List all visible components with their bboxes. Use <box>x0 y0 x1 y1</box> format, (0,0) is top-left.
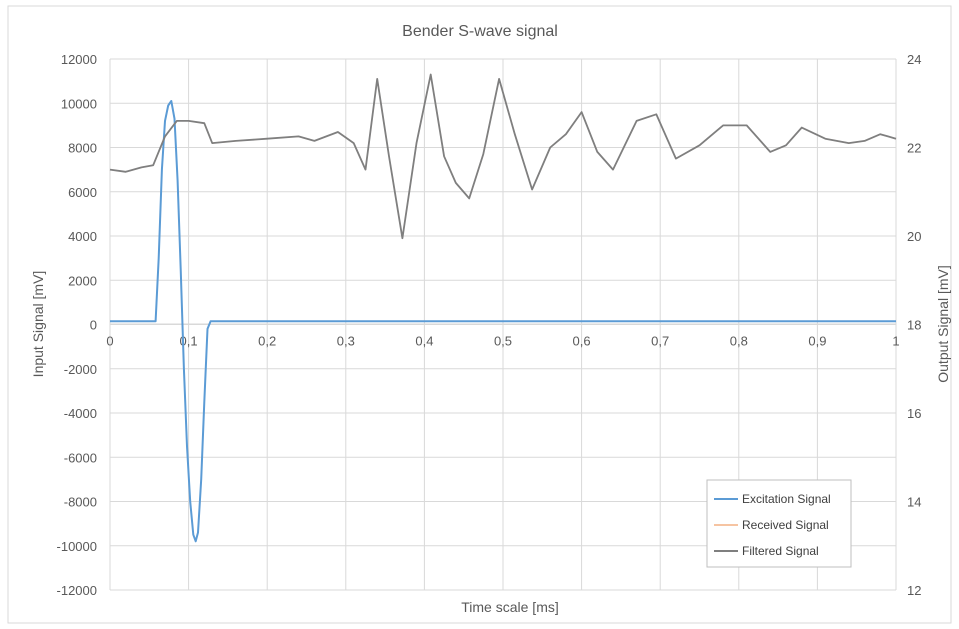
x-tick-label: 0 <box>106 334 113 349</box>
y-right-tick-label: 14 <box>907 495 921 510</box>
legend-label-filtered: Filtered Signal <box>742 544 819 558</box>
y-left-tick-label: -2000 <box>64 362 97 377</box>
y-right-tick-label: 16 <box>907 406 921 421</box>
y-left-tick-label: -12000 <box>57 583 97 598</box>
legend-label-received: Received Signal <box>742 518 829 532</box>
y-right-axis-title: Output Signal [mV] <box>935 265 951 383</box>
legend: Excitation Signal Received Signal Filter… <box>706 479 852 568</box>
y-left-tick-labels: 12000 10000 8000 6000 4000 2000 0 -2000 -4000 -60… <box>57 52 97 598</box>
y-left-tick-label: 8000 <box>68 141 97 156</box>
y-left-tick-label: 12000 <box>61 52 97 67</box>
y-left-tick-label: -8000 <box>64 495 97 510</box>
y-right-tick-label: 24 <box>907 52 921 67</box>
y-left-tick-label: -4000 <box>64 406 97 421</box>
x-tick-label: 0,6 <box>573 334 591 349</box>
series-line-filtered <box>109 73 897 240</box>
x-axis-title: Time scale [ms] <box>461 599 559 615</box>
x-tick-label: 0,9 <box>808 334 826 349</box>
y-left-tick-label: 4000 <box>68 229 97 244</box>
y-left-tick-label: -10000 <box>57 539 97 554</box>
series-layer <box>109 73 897 543</box>
y-left-tick-label: -6000 <box>64 450 97 465</box>
y-left-axis-title: Input Signal [mV] <box>30 271 46 378</box>
legend-box <box>706 479 852 568</box>
y-right-tick-label: 12 <box>907 583 921 598</box>
chart-border <box>7 5 952 624</box>
y-left-tick-label: 2000 <box>68 273 97 288</box>
legend-label-excitation: Excitation Signal <box>742 492 831 506</box>
x-tick-label: 0,4 <box>415 334 433 349</box>
y-left-tick-label: 6000 <box>68 185 97 200</box>
x-tick-label: 0,8 <box>730 334 748 349</box>
series-line-excitation <box>110 100 896 543</box>
x-tick-labels: 0 0,1 0,2 0,3 0,4 0,5 0,6 0,7 0,8 0,9 1 <box>106 334 899 349</box>
y-right-tick-label: 18 <box>907 318 921 333</box>
y-right-tick-labels: 24 22 20 18 16 14 12 <box>907 52 921 598</box>
y-left-tick-label: 10000 <box>61 96 97 111</box>
chart-title: Bender S-wave signal <box>402 23 558 40</box>
x-tick-label: 1 <box>892 334 899 349</box>
y-right-tick-label: 20 <box>907 229 921 244</box>
y-right-tick-label: 22 <box>907 141 921 156</box>
x-tick-label: 0,5 <box>494 334 512 349</box>
y-left-tick-label: 0 <box>90 318 97 333</box>
x-tick-label: 0,3 <box>337 334 355 349</box>
x-tick-label: 0,7 <box>651 334 669 349</box>
x-tick-label: 0,2 <box>258 334 276 349</box>
